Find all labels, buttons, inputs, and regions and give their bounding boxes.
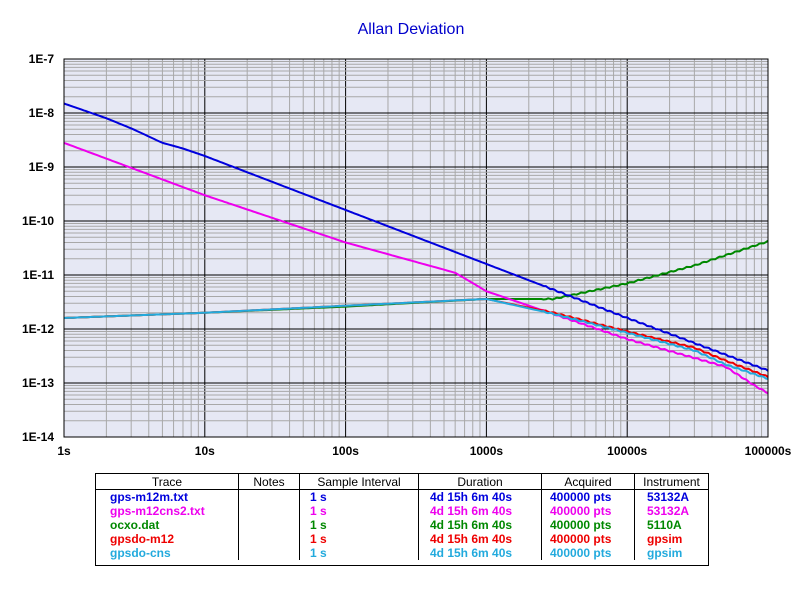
legend-cell-notes: [238, 532, 300, 546]
plot-border: [63, 58, 769, 438]
legend-cell-sample-interval: 1 s: [299, 518, 419, 532]
legend-cell-instrument: 53132A: [647, 490, 690, 504]
legend-row: gps-m12cns2.txt 1 s 4d 15h 6m 40s 400000 pt…: [96, 504, 708, 518]
legend-cell-instrument: 5110A: [647, 518, 682, 532]
x-tick-label: 10s: [195, 444, 215, 458]
x-tick-label: 1000s: [470, 444, 504, 458]
y-tick-label: 1E-13: [22, 376, 54, 390]
header-trace: Trace: [96, 474, 239, 490]
legend-row: gps-m12m.txt 1 s 4d 15h 6m 40s 400000 pts 53…: [96, 489, 708, 504]
legend-cell-trace: ocxo.dat: [96, 518, 239, 532]
trace-legend-table: Trace Notes Sample Interval Duration Acq…: [95, 473, 709, 566]
header-instrument: Instrument: [634, 474, 708, 490]
legend-cell-trace: gps-m12m.txt: [96, 489, 239, 504]
legend-cell-acquired: 400000 pts: [541, 518, 635, 532]
header-duration: Duration: [418, 474, 542, 490]
y-tick-label: 1E-8: [29, 106, 55, 120]
legend-row: gpsdo-m12 1 s 4d 15h 6m 40s 400000 pts gpsim: [96, 532, 708, 546]
y-tick-label: 1E-7: [29, 52, 55, 66]
legend-cell-notes: [238, 518, 300, 532]
x-tick-label: 10000s: [607, 444, 647, 458]
series-layer: [63, 102, 769, 395]
legend-cell-duration: 4d 15h 6m 40s: [418, 518, 542, 532]
chart-title: Allan Deviation: [358, 21, 465, 38]
legend-cell-duration: 4d 15h 6m 40s: [418, 532, 542, 546]
series-line-gps-m12m-txt: [63, 102, 769, 372]
legend-cell-instrument: gpsim: [647, 546, 683, 560]
y-axis-ticks: 1E-7 1E-8 1E-9 1E-10 1E-11 1E-12 1E-13 1E-14: [22, 52, 54, 444]
legend-cell-notes: [238, 489, 300, 504]
plot-area: [63, 58, 769, 438]
header-sample-interval: Sample Interval: [299, 474, 419, 490]
legend-row: gpsdo-cns 1 s 4d 15h 6m 40s 400000 pts gpsim: [96, 546, 708, 560]
x-tick-label: 100s: [332, 444, 359, 458]
legend-row: ocxo.dat 1 s 4d 15h 6m 40s 400000 pts 5110A: [96, 518, 708, 532]
legend-cell-trace: gps-m12cns2.txt: [96, 504, 239, 518]
legend-cell-instrument: gpsim: [647, 532, 683, 546]
x-tick-label: 100000s: [745, 444, 792, 458]
legend-cell-acquired: 400000 pts: [541, 546, 635, 560]
x-tick-label: 1s: [57, 444, 71, 458]
series-line-gpsdo-cns: [63, 298, 769, 380]
legend-header-row: Trace Notes Sample Interval Duration Acq…: [96, 474, 708, 490]
legend-cell-instrument: 53132A: [647, 504, 690, 518]
legend-cell-notes: [238, 504, 300, 518]
legend-cell-trace: gpsdo-m12: [96, 532, 239, 546]
legend-cell-duration: 4d 15h 6m 40s: [418, 504, 542, 518]
legend-cell-duration: 4d 15h 6m 40s: [418, 546, 542, 560]
y-tick-label: 1E-12: [22, 322, 54, 336]
legend-cell-acquired: 400000 pts: [541, 532, 635, 546]
y-tick-label: 1E-14: [22, 430, 54, 444]
legend-cell-notes: [238, 546, 300, 560]
legend-cell-acquired: 400000 pts: [541, 504, 635, 518]
legend-cell-sample-interval: 1 s: [299, 532, 419, 546]
legend-cell-acquired: 400000 pts: [541, 489, 635, 504]
allan-deviation-chart: Allan Deviation 1s 10s 100s 1000s 10000s 1000…: [22, 21, 792, 458]
y-tick-label: 1E-10: [22, 214, 54, 228]
legend-cell-sample-interval: 1 s: [299, 546, 419, 560]
y-tick-label: 1E-9: [29, 160, 55, 174]
grid-lines: [64, 59, 768, 437]
legend-cell-trace: gpsdo-cns: [96, 546, 239, 560]
header-acquired: Acquired: [541, 474, 635, 490]
header-notes: Notes: [238, 474, 300, 490]
y-tick-label: 1E-11: [23, 268, 55, 282]
legend-cell-sample-interval: 1 s: [299, 504, 419, 518]
series-line-gps-m12cns2-txt: [63, 141, 769, 395]
legend-cell-duration: 4d 15h 6m 40s: [418, 489, 542, 504]
x-axis-ticks: 1s 10s 100s 1000s 10000s 100000s: [57, 444, 791, 458]
legend-cell-sample-interval: 1 s: [299, 489, 419, 504]
